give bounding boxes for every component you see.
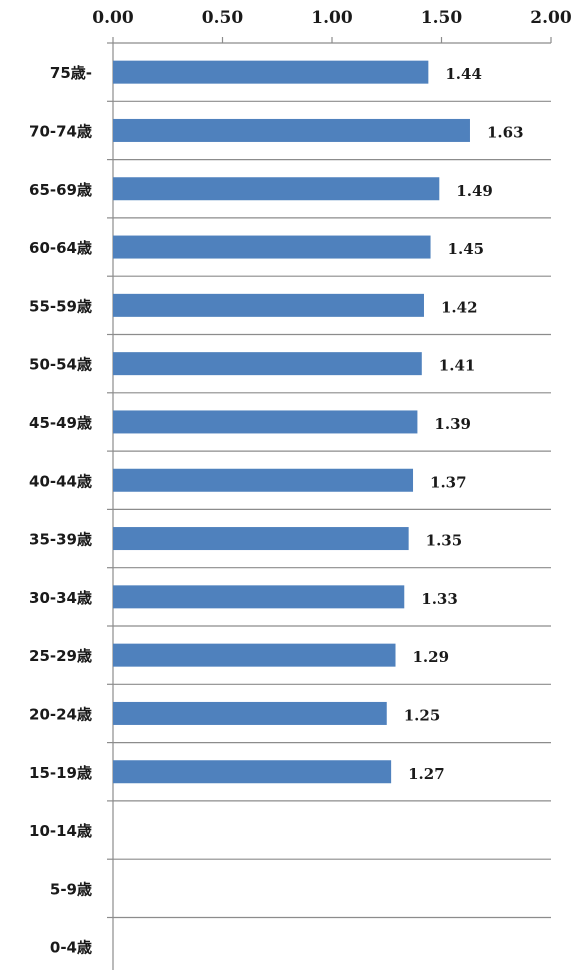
bar: [113, 527, 409, 551]
data-label: 1.42: [441, 298, 478, 316]
category-label: 25-29歳: [29, 647, 92, 665]
category-label: 75歳-: [50, 64, 92, 82]
grid-lines: [113, 100, 551, 919]
data-label: 1.44: [445, 65, 482, 83]
bar: [113, 235, 431, 259]
bar: [113, 643, 396, 667]
x-tick-label: 1.50: [421, 8, 463, 28]
data-label: 1.39: [434, 415, 471, 433]
category-label: 5-9歳: [50, 880, 92, 898]
category-label: 45-49歳: [29, 414, 92, 432]
bar: [113, 468, 414, 492]
category-label: 60-64歳: [29, 239, 92, 257]
value-labels: 1.44 1.63 1.49 1.45 1.42 1.41 1.39 1.37 1.35 1.33…: [404, 65, 524, 783]
data-label: 1.37: [430, 473, 467, 491]
data-label: 1.29: [413, 648, 450, 666]
bar: [113, 585, 405, 609]
category-label: 15-19歳: [29, 764, 92, 782]
category-label: 30-34歳: [29, 589, 92, 607]
category-label: 10-14歳: [29, 822, 92, 840]
data-label: 1.35: [426, 532, 463, 550]
data-label: 1.49: [456, 182, 493, 200]
bar: [113, 177, 440, 201]
data-label: 1.45: [448, 240, 485, 258]
data-label: 1.41: [439, 357, 476, 375]
data-label: 1.27: [408, 765, 445, 783]
data-label: 1.25: [404, 706, 441, 724]
category-label: 20-24歳: [29, 705, 92, 723]
bar: [113, 118, 470, 142]
data-label: 1.63: [487, 123, 524, 141]
bars: [113, 60, 470, 784]
category-label: 40-44歳: [29, 472, 92, 490]
x-tick-label: 0.00: [92, 8, 134, 28]
data-label: 1.33: [421, 590, 458, 608]
x-tick-label: 2.00: [530, 8, 571, 28]
category-label: 50-54歳: [29, 356, 92, 374]
category-label: 35-39歳: [29, 531, 92, 549]
bar: [113, 760, 392, 784]
x-tick-label: 0.50: [202, 8, 244, 28]
bar: [113, 60, 429, 84]
category-label: 65-69歳: [29, 181, 92, 199]
bar: [113, 701, 387, 725]
x-tick-label: 1.00: [311, 8, 353, 28]
category-label: 70-74歳: [29, 122, 92, 140]
bar: [113, 352, 422, 376]
bar: [113, 293, 424, 317]
bar: [113, 410, 418, 434]
category-labels: 75歳- 70-74歳 65-69歳 60-64歳 55-59歳 50-54歳 45-49歳…: [29, 64, 92, 957]
category-label: 0-4歳: [50, 939, 92, 957]
category-label: 55-59歳: [29, 297, 92, 315]
